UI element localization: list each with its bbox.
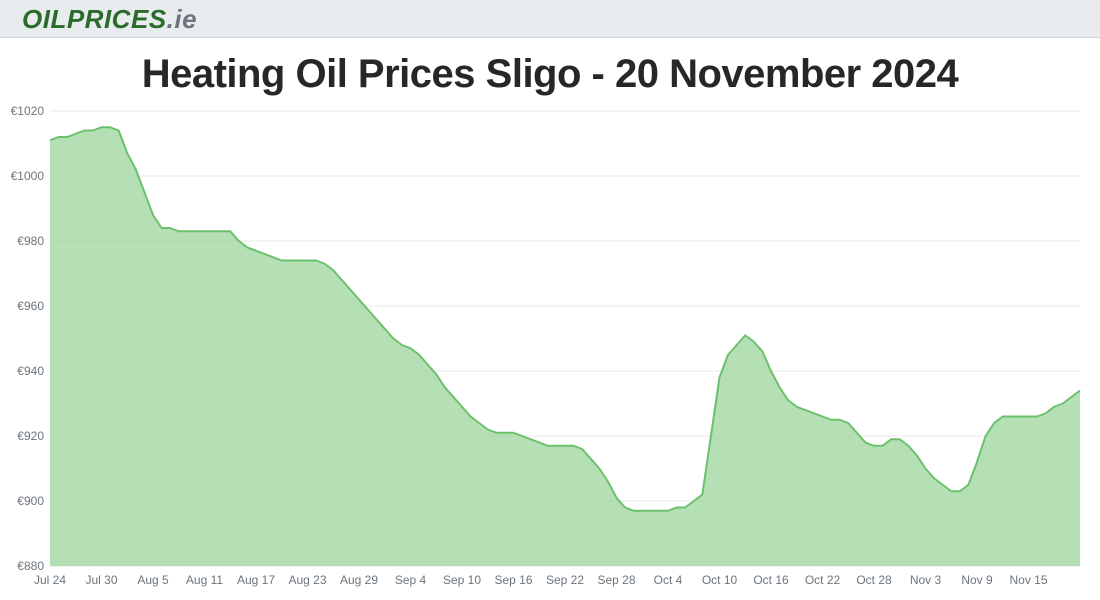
y-axis-label: €960 (17, 299, 44, 313)
x-axis-label: Aug 11 (186, 573, 223, 587)
y-axis-label: €880 (17, 559, 44, 573)
y-axis-label: €1000 (11, 169, 45, 183)
x-axis-label: Sep 16 (494, 573, 532, 587)
y-axis-label: €900 (17, 494, 44, 508)
y-axis-label: €980 (17, 234, 44, 248)
header-bar: OILPRICES.ie (0, 0, 1100, 38)
x-axis-label: Aug 23 (288, 573, 326, 587)
x-axis-label: Sep 4 (395, 573, 427, 587)
x-axis-label: Oct 22 (805, 573, 841, 587)
x-axis-label: Oct 4 (654, 573, 683, 587)
price-chart-svg: €880 €900 €920 €940 €960 €980 €1000 €1020 Jul 24… (0, 101, 1100, 596)
x-axis-label: Oct 28 (856, 573, 892, 587)
x-axis-label: Sep 10 (443, 573, 481, 587)
x-axis-label: Nov 9 (961, 573, 993, 587)
chart-title: Heating Oil Prices Sligo - 20 November 2… (0, 52, 1100, 97)
x-axis-label: Nov 15 (1009, 573, 1047, 587)
x-axis-label: Aug 17 (237, 573, 275, 587)
x-axis-label: Sep 22 (546, 573, 584, 587)
area-fill (50, 127, 1080, 566)
x-axis-label: Aug 29 (340, 573, 378, 587)
x-axis-label: Oct 16 (753, 573, 789, 587)
x-axis-label: Oct 10 (702, 573, 738, 587)
y-axis-label: €920 (17, 429, 44, 443)
logo-text-main: OILPRICES (22, 4, 167, 34)
x-axis-label: Aug 5 (137, 573, 169, 587)
site-logo: OILPRICES.ie (22, 6, 197, 32)
x-axis-label: Nov 3 (910, 573, 942, 587)
x-axis-label: Jul 30 (85, 573, 117, 587)
x-axis-label: Sep 28 (597, 573, 635, 587)
price-chart: €880 €900 €920 €940 €960 €980 €1000 €1020 Jul 24… (0, 101, 1100, 596)
x-axis-label: Jul 24 (34, 573, 66, 587)
y-axis-label: €1020 (11, 104, 45, 118)
logo-text-domain: .ie (167, 4, 197, 34)
y-axis-label: €940 (17, 364, 44, 378)
